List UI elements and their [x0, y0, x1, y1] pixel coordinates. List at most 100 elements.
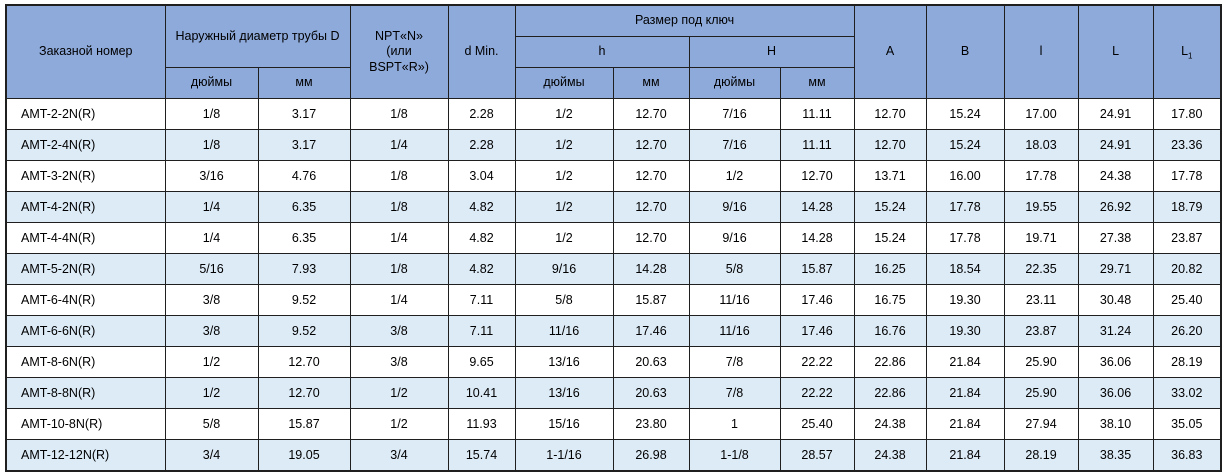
value-cell: 15.87 — [257, 408, 351, 440]
value-cell: 12.70 — [612, 129, 690, 161]
value-cell: 12.70 — [779, 160, 855, 192]
value-cell: 9/16 — [688, 191, 781, 223]
table-header: Заказной номер Наружный диаметр трубы D … — [5, 4, 1222, 99]
value-cell: 9/16 — [688, 222, 781, 254]
value-cell: 15.74 — [447, 439, 516, 472]
order-number-cell: AMT-3-2N(R) — [5, 160, 166, 192]
value-cell: 5/16 — [164, 253, 259, 285]
value-cell: 5/8 — [688, 253, 781, 285]
value-cell: 3/8 — [164, 284, 259, 316]
order-number-cell: AMT-8-6N(R) — [5, 346, 166, 378]
value-cell: 1/8 — [349, 160, 449, 192]
value-cell: 15.87 — [612, 284, 690, 316]
value-cell: 19.30 — [925, 284, 1005, 316]
value-cell: 20.82 — [1152, 253, 1222, 285]
header-h-upper: H — [688, 36, 855, 68]
value-cell: 1/8 — [349, 253, 449, 285]
value-cell: 1/2 — [514, 222, 614, 254]
value-cell: 3/8 — [349, 315, 449, 347]
header-h-mm: мм — [612, 67, 690, 99]
value-cell: 11/16 — [688, 315, 781, 347]
value-cell: 24.91 — [1077, 129, 1154, 161]
value-cell: 7/8 — [688, 377, 781, 409]
header-d-mm: мм — [257, 67, 351, 99]
value-cell: 1/2 — [349, 408, 449, 440]
table-row: AMT-3-2N(R) 3/16 4.76 1/8 3.04 1/2 12.70 1/2 12.… — [5, 160, 1222, 192]
value-cell: 25.90 — [1003, 377, 1079, 409]
value-cell: 11.11 — [779, 98, 855, 130]
order-number-cell: AMT-4-4N(R) — [5, 222, 166, 254]
value-cell: 1/2 — [688, 160, 781, 192]
value-cell: 1 — [688, 408, 781, 440]
value-cell: 23.87 — [1152, 222, 1222, 254]
header-l1-sub: 1 — [1188, 51, 1193, 61]
value-cell: 4.82 — [447, 253, 516, 285]
value-cell: 7/16 — [688, 98, 781, 130]
value-cell: 1/2 — [349, 377, 449, 409]
value-cell: 15.24 — [925, 98, 1005, 130]
header-l-small: l — [1003, 4, 1079, 99]
value-cell: 17.78 — [925, 222, 1005, 254]
value-cell: 1/4 — [349, 284, 449, 316]
order-number-cell: AMT-8-8N(R) — [5, 377, 166, 409]
value-cell: 26.20 — [1152, 315, 1222, 347]
value-cell: 18.54 — [925, 253, 1005, 285]
value-cell: 12.70 — [612, 160, 690, 192]
table-row: AMT-2-4N(R) 1/8 3.17 1/4 2.28 1/2 12.70 7/16 11.… — [5, 129, 1222, 161]
value-cell: 1/2 — [164, 346, 259, 378]
value-cell: 13.71 — [853, 160, 927, 192]
value-cell: 16.25 — [853, 253, 927, 285]
value-cell: 23.11 — [1003, 284, 1079, 316]
value-cell: 7/16 — [688, 129, 781, 161]
value-cell: 19.71 — [1003, 222, 1079, 254]
header-order-number: Заказной номер — [5, 4, 166, 99]
value-cell: 27.94 — [1003, 408, 1079, 440]
value-cell: 20.63 — [612, 377, 690, 409]
value-cell: 20.63 — [612, 346, 690, 378]
header-h-lower: h — [514, 36, 690, 68]
value-cell: 6.35 — [257, 191, 351, 223]
value-cell: 17.80 — [1152, 98, 1222, 130]
order-number-cell: AMT-2-2N(R) — [5, 98, 166, 130]
value-cell: 29.71 — [1077, 253, 1154, 285]
value-cell: 23.36 — [1152, 129, 1222, 161]
value-cell: 23.80 — [612, 408, 690, 440]
value-cell: 28.19 — [1152, 346, 1222, 378]
value-cell: 1/2 — [514, 160, 614, 192]
value-cell: 11.93 — [447, 408, 516, 440]
value-cell: 24.38 — [853, 439, 927, 472]
header-d-inches: дюймы — [164, 67, 259, 99]
value-cell: 11/16 — [514, 315, 614, 347]
order-number-cell: AMT-2-4N(R) — [5, 129, 166, 161]
value-cell: 14.28 — [779, 222, 855, 254]
value-cell: 1/4 — [349, 129, 449, 161]
value-cell: 24.38 — [853, 408, 927, 440]
table-row: AMT-10-8N(R) 5/8 15.87 1/2 11.93 15/16 23.80 1 2… — [5, 408, 1222, 440]
value-cell: 4.82 — [447, 191, 516, 223]
order-number-cell: AMT-5-2N(R) — [5, 253, 166, 285]
table-row: AMT-8-8N(R) 1/2 12.70 1/2 10.41 13/16 20.63 7/8… — [5, 377, 1222, 409]
value-cell: 38.35 — [1077, 439, 1154, 472]
header-npt: NPT«N» (или BSPT«R») — [349, 4, 449, 99]
table-row: AMT-6-4N(R) 3/8 9.52 1/4 7.11 5/8 15.87 11/16 17… — [5, 284, 1222, 316]
value-cell: 5/8 — [514, 284, 614, 316]
value-cell: 15.24 — [853, 191, 927, 223]
value-cell: 1/8 — [349, 191, 449, 223]
value-cell: 3.17 — [257, 129, 351, 161]
value-cell: 16.76 — [853, 315, 927, 347]
value-cell: 14.28 — [779, 191, 855, 223]
fitting-spec-table: Заказной номер Наружный диаметр трубы D … — [5, 4, 1223, 472]
table-row: AMT-4-4N(R) 1/4 6.35 1/4 4.82 1/2 12.70 9/16 14.… — [5, 222, 1222, 254]
value-cell: 31.24 — [1077, 315, 1154, 347]
header-outer-diameter: Наружный диаметр трубы D — [164, 4, 351, 68]
value-cell: 1/8 — [164, 129, 259, 161]
value-cell: 1-1/8 — [688, 439, 781, 472]
order-number-cell: AMT-4-2N(R) — [5, 191, 166, 223]
value-cell: 36.06 — [1077, 377, 1154, 409]
value-cell: 7.11 — [447, 315, 516, 347]
value-cell: 18.03 — [1003, 129, 1079, 161]
value-cell: 10.41 — [447, 377, 516, 409]
value-cell: 15.24 — [925, 129, 1005, 161]
value-cell: 15.24 — [853, 222, 927, 254]
value-cell: 17.46 — [779, 284, 855, 316]
